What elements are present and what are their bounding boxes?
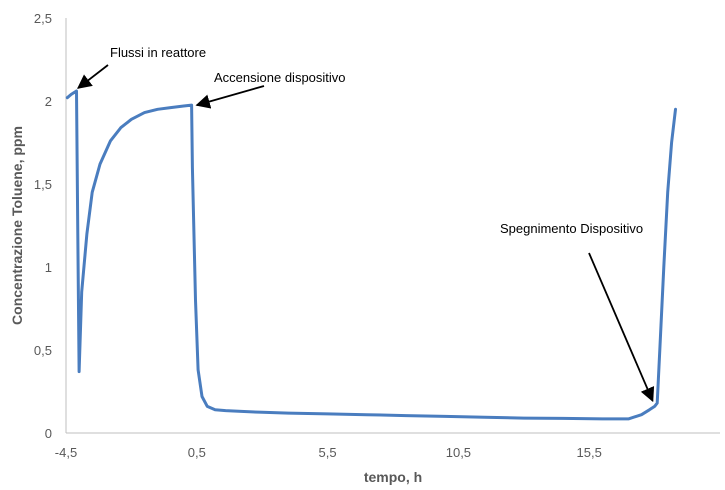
x-axis-title: tempo, h <box>364 469 422 485</box>
x-tick-label: 10,5 <box>446 445 471 460</box>
y-tick-label: 0 <box>45 426 52 441</box>
x-tick-label: 15,5 <box>577 445 602 460</box>
y-tick-label: 1,5 <box>34 177 52 192</box>
annotation-arrow-accensione <box>195 85 265 109</box>
x-tick-labels: -4,5 0,5 5,5 10,5 15,5 <box>55 445 602 460</box>
y-tick-label: 2 <box>45 94 52 109</box>
annotation-accensione-dispositivo: Accensione dispositivo <box>214 70 346 85</box>
x-tick-label: 0,5 <box>188 445 206 460</box>
annotation-flussi-in-reattore: Flussi in reattore <box>110 45 206 60</box>
toluene-concentration-line <box>65 89 677 421</box>
axes <box>65 18 720 434</box>
x-tick-label: -4,5 <box>55 445 77 460</box>
annotation-arrow-spegnimento <box>588 252 655 403</box>
y-tick-label: 0,5 <box>34 343 52 358</box>
y-tick-labels: 0 0,5 1 1,5 2 2,5 <box>34 11 52 441</box>
y-tick-label: 1 <box>45 260 52 275</box>
annotations: Flussi in reattore Accensione dispositiv… <box>77 45 655 403</box>
y-tick-label: 2,5 <box>34 11 52 26</box>
annotation-spegnimento-dispositivo: Spegnimento Dispositivo <box>500 221 643 236</box>
annotation-arrow-flussi <box>77 64 109 89</box>
y-axis-title: Concentrazione Toluene, ppm <box>9 126 25 325</box>
x-tick-label: 5,5 <box>319 445 337 460</box>
